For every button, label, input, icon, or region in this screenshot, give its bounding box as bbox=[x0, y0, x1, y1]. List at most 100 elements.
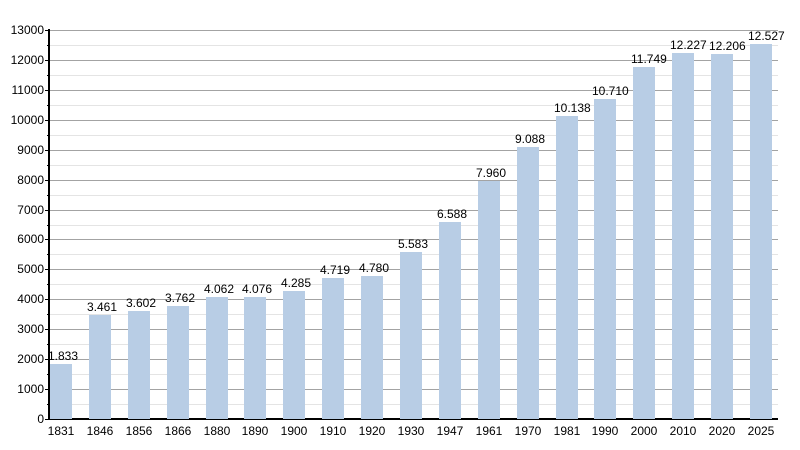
y-major-tick bbox=[45, 120, 50, 121]
x-axis-label: 1900 bbox=[280, 424, 308, 438]
x-axis-label: 1910 bbox=[319, 424, 347, 438]
x-axis-label: 1981 bbox=[553, 424, 581, 438]
y-axis-label: 10000 bbox=[10, 113, 44, 127]
x-axis-label: 1947 bbox=[436, 424, 464, 438]
y-axis-label: 11000 bbox=[11, 83, 44, 97]
y-axis-label: 1000 bbox=[17, 382, 44, 396]
y-axis-label: 8000 bbox=[17, 173, 44, 187]
bar bbox=[633, 67, 655, 419]
x-axis-label: 1880 bbox=[203, 424, 231, 438]
y-major-tick bbox=[45, 239, 50, 240]
y-major-tick bbox=[45, 180, 50, 181]
y-axis-label: 7000 bbox=[17, 203, 44, 217]
bar-value-label: 11.749 bbox=[631, 52, 667, 66]
bar bbox=[283, 291, 305, 419]
gridline-major bbox=[50, 239, 778, 240]
y-major-tick bbox=[45, 90, 50, 91]
bar-value-label: 10.138 bbox=[554, 101, 591, 115]
y-major-tick bbox=[45, 359, 50, 360]
gridline-minor bbox=[50, 165, 778, 166]
bar bbox=[750, 44, 772, 419]
x-axis-label: 1866 bbox=[164, 424, 192, 438]
y-major-tick bbox=[45, 150, 50, 151]
x-axis-label: 2025 bbox=[747, 424, 775, 438]
bar bbox=[322, 278, 344, 419]
x-axis-label: 1920 bbox=[358, 424, 386, 438]
bar-value-label: 3.461 bbox=[87, 300, 118, 314]
gridline-minor bbox=[50, 225, 778, 226]
gridline-major bbox=[50, 180, 778, 181]
y-axis-label: 0 bbox=[37, 412, 44, 426]
bar-value-label: 9.088 bbox=[515, 132, 546, 146]
y-axis-label: 12000 bbox=[10, 53, 44, 67]
x-axis-line bbox=[48, 418, 778, 420]
x-axis-label: 1970 bbox=[514, 424, 542, 438]
y-axis-label: 6000 bbox=[17, 232, 44, 246]
bar bbox=[478, 181, 500, 419]
bar bbox=[361, 276, 383, 419]
y-axis-line bbox=[48, 29, 50, 420]
x-axis-label: 1890 bbox=[241, 424, 269, 438]
bar-value-label: 7.960 bbox=[476, 166, 507, 180]
bar-value-label: 4.285 bbox=[281, 276, 312, 290]
bar-value-label: 12.527 bbox=[748, 29, 785, 43]
bar-value-label: 4.780 bbox=[359, 261, 390, 275]
bar bbox=[50, 364, 72, 419]
bar bbox=[439, 222, 461, 419]
y-major-tick bbox=[45, 389, 50, 390]
y-axis-label: 13000 bbox=[10, 23, 44, 37]
x-axis-label: 2000 bbox=[630, 424, 658, 438]
bar bbox=[400, 252, 422, 419]
bar-value-label: 12.227 bbox=[670, 38, 707, 52]
y-major-tick bbox=[45, 30, 50, 31]
bar bbox=[128, 311, 150, 419]
gridline-minor bbox=[50, 135, 778, 136]
gridline-minor bbox=[50, 45, 778, 46]
bar-value-label: 3.602 bbox=[126, 296, 157, 310]
gridline-major bbox=[50, 150, 778, 151]
bar-value-label: 1.833 bbox=[48, 349, 79, 363]
y-major-tick bbox=[45, 60, 50, 61]
bar-value-label: 5.583 bbox=[398, 237, 429, 251]
y-axis-label: 9000 bbox=[17, 143, 44, 157]
gridline-major bbox=[50, 30, 778, 31]
bar bbox=[167, 306, 189, 419]
bar-value-label: 10.710 bbox=[592, 84, 629, 98]
gridline-major bbox=[50, 210, 778, 211]
x-axis-label: 1990 bbox=[591, 424, 619, 438]
y-axis-label: 2000 bbox=[17, 352, 44, 366]
bar-value-label: 3.762 bbox=[165, 291, 196, 305]
y-axis-label: 3000 bbox=[17, 322, 44, 336]
y-major-tick bbox=[45, 299, 50, 300]
x-axis-label: 2010 bbox=[669, 424, 697, 438]
bar-value-label: 12.206 bbox=[709, 39, 746, 53]
x-axis-label: 1831 bbox=[47, 424, 75, 438]
y-major-tick bbox=[45, 329, 50, 330]
y-axis-label: 4000 bbox=[17, 292, 44, 306]
bar-value-label: 4.719 bbox=[320, 263, 351, 277]
x-axis-label: 2020 bbox=[708, 424, 736, 438]
x-axis-label: 1856 bbox=[125, 424, 153, 438]
bar-value-label: 4.062 bbox=[204, 282, 235, 296]
y-major-tick bbox=[45, 210, 50, 211]
bar bbox=[556, 116, 578, 419]
bar bbox=[594, 99, 616, 419]
bar bbox=[89, 315, 111, 419]
x-axis-label: 1846 bbox=[86, 424, 114, 438]
x-axis-label: 1961 bbox=[475, 424, 503, 438]
bar-value-label: 4.076 bbox=[242, 282, 273, 296]
bar bbox=[711, 54, 733, 419]
bar bbox=[517, 147, 539, 419]
gridline-minor bbox=[50, 105, 778, 106]
gridline-minor bbox=[50, 75, 778, 76]
y-major-tick bbox=[45, 419, 50, 420]
bar bbox=[206, 297, 228, 419]
gridline-minor bbox=[50, 195, 778, 196]
gridline-major bbox=[50, 120, 778, 121]
gridline-major bbox=[50, 60, 778, 61]
x-axis-label: 1930 bbox=[397, 424, 425, 438]
